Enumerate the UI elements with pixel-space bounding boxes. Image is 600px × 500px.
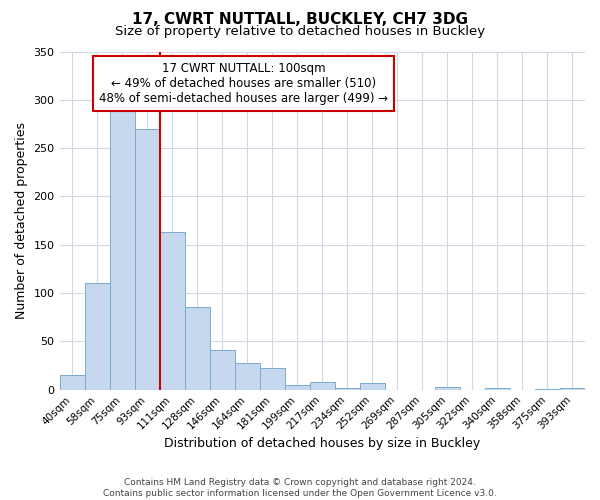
Bar xyxy=(209,350,235,390)
X-axis label: Distribution of detached houses by size in Buckley: Distribution of detached houses by size … xyxy=(164,437,481,450)
Bar xyxy=(160,232,185,390)
Bar xyxy=(335,388,360,390)
Bar xyxy=(59,375,85,390)
Bar xyxy=(85,284,110,390)
Bar xyxy=(560,388,585,390)
Bar xyxy=(260,368,285,390)
Bar xyxy=(110,106,134,390)
Bar xyxy=(435,387,460,390)
Bar xyxy=(535,389,560,390)
Bar xyxy=(185,306,209,390)
Bar xyxy=(285,385,310,390)
Bar xyxy=(134,129,160,390)
Bar xyxy=(235,362,260,390)
Text: Contains HM Land Registry data © Crown copyright and database right 2024.
Contai: Contains HM Land Registry data © Crown c… xyxy=(103,478,497,498)
Bar xyxy=(310,382,335,390)
Bar xyxy=(360,383,385,390)
Text: Size of property relative to detached houses in Buckley: Size of property relative to detached ho… xyxy=(115,25,485,38)
Text: 17, CWRT NUTTALL, BUCKLEY, CH7 3DG: 17, CWRT NUTTALL, BUCKLEY, CH7 3DG xyxy=(132,12,468,28)
Bar xyxy=(485,388,510,390)
Text: 17 CWRT NUTTALL: 100sqm
← 49% of detached houses are smaller (510)
48% of semi-d: 17 CWRT NUTTALL: 100sqm ← 49% of detache… xyxy=(99,62,388,104)
Y-axis label: Number of detached properties: Number of detached properties xyxy=(15,122,28,319)
